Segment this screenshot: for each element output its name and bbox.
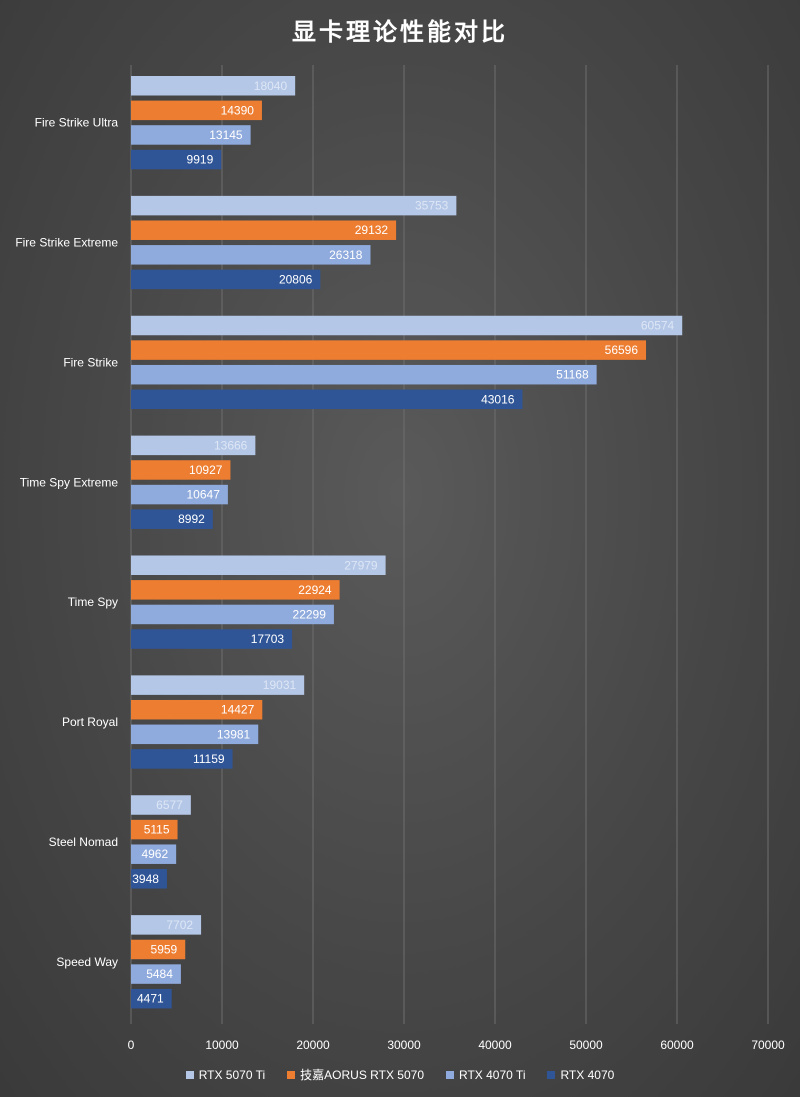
chart-legend: RTX 5070 Ti 技嘉AORUS RTX 5070 RTX 4070 Ti RT… [0, 1066, 800, 1083]
bar [131, 580, 340, 600]
legend-label: RTX 4070 Ti [459, 1067, 526, 1082]
category-label: Fire Strike Ultra [35, 116, 119, 130]
x-tick-label: 0 [128, 1038, 135, 1052]
legend-swatch [547, 1070, 556, 1079]
bar [131, 749, 233, 769]
legend-label: RTX 4070 [560, 1067, 615, 1082]
bar [131, 315, 683, 336]
data-label: 26318 [329, 248, 363, 262]
bar [131, 100, 262, 121]
data-label: 6577 [156, 798, 183, 812]
bar [131, 269, 321, 290]
data-label: 51168 [556, 368, 589, 382]
data-label: 20806 [279, 272, 313, 286]
data-label: 10927 [189, 463, 223, 477]
data-label: 4962 [141, 847, 168, 861]
data-label: 10647 [187, 488, 221, 502]
x-tick-label: 10000 [205, 1038, 239, 1052]
data-label: 5484 [146, 967, 173, 981]
data-label: 9919 [187, 153, 214, 167]
data-label: 13145 [209, 128, 243, 142]
category-label: Port Royal [62, 715, 118, 729]
data-label: 5959 [151, 942, 178, 956]
bar [131, 915, 202, 935]
category-label: Fire Strike [63, 355, 118, 369]
bar [131, 939, 186, 960]
data-label: 14427 [221, 703, 255, 717]
bar [131, 389, 523, 410]
legend-swatch [185, 1070, 194, 1079]
data-label: 5115 [144, 823, 170, 837]
bar [131, 195, 457, 216]
bar [131, 604, 334, 625]
legend-item: RTX 4070 [547, 1066, 614, 1083]
x-tick-label: 50000 [569, 1038, 603, 1052]
data-label: 11159 [193, 752, 225, 766]
x-tick-label: 60000 [660, 1038, 694, 1052]
bar [131, 795, 191, 815]
legend-item: RTX 4070 Ti [446, 1066, 525, 1083]
bar [131, 724, 259, 745]
bar [131, 509, 213, 529]
bar [131, 844, 177, 864]
data-label: 17703 [251, 632, 285, 646]
bar [131, 988, 172, 1009]
data-label: 3948 [132, 872, 159, 886]
legend-swatch [287, 1070, 296, 1079]
bar [131, 964, 181, 984]
data-label: 13666 [214, 438, 248, 452]
bar [131, 869, 167, 889]
bar [131, 76, 296, 96]
category-label: Speed Way [56, 955, 118, 969]
bar [131, 629, 293, 649]
x-tick-label: 30000 [387, 1038, 421, 1052]
data-label: 14390 [221, 103, 255, 117]
data-label: 43016 [481, 392, 515, 406]
bar [131, 125, 251, 145]
bar [131, 819, 178, 840]
data-label: 19031 [263, 678, 297, 692]
x-tick-label: 40000 [478, 1038, 512, 1052]
data-label: 29132 [355, 223, 389, 237]
data-label: 56596 [605, 343, 639, 357]
bar [131, 460, 231, 480]
legend-label: 技嘉AORUS RTX 5070 [300, 1068, 424, 1082]
data-label: 4471 [137, 992, 164, 1006]
data-label: 18040 [254, 79, 288, 93]
data-label: 8992 [178, 512, 205, 526]
category-label: Steel Nomad [49, 835, 118, 849]
bar [131, 245, 371, 265]
legend-swatch [446, 1070, 454, 1079]
data-label: 7702 [166, 918, 193, 932]
bar [131, 220, 397, 240]
x-tick-label: 70000 [751, 1038, 785, 1052]
category-label: Fire Strike Extreme [15, 236, 118, 250]
data-label: 27979 [344, 558, 378, 572]
legend-item: RTX 5070 Ti [185, 1066, 266, 1083]
bar [131, 435, 256, 456]
legend-item: 技嘉AORUS RTX 5070 [287, 1066, 424, 1083]
bar [131, 555, 386, 575]
chart-title: 显卡理论性能对比 [292, 19, 508, 46]
category-label: Time Spy Extreme [20, 475, 119, 489]
legend-label: RTX 5070 Ti [198, 1067, 266, 1082]
data-label: 22924 [298, 583, 332, 597]
bar [131, 484, 228, 505]
category-label: Time Spy [68, 595, 118, 609]
data-label: 22299 [293, 607, 327, 621]
bar [131, 364, 597, 385]
data-label: 35753 [415, 199, 449, 213]
bar [131, 149, 222, 170]
bar [131, 340, 647, 360]
data-label: 60574 [641, 319, 675, 333]
bar [131, 675, 305, 695]
data-label: 13981 [217, 727, 251, 741]
bar [131, 699, 263, 720]
x-tick-label: 20000 [296, 1038, 330, 1052]
